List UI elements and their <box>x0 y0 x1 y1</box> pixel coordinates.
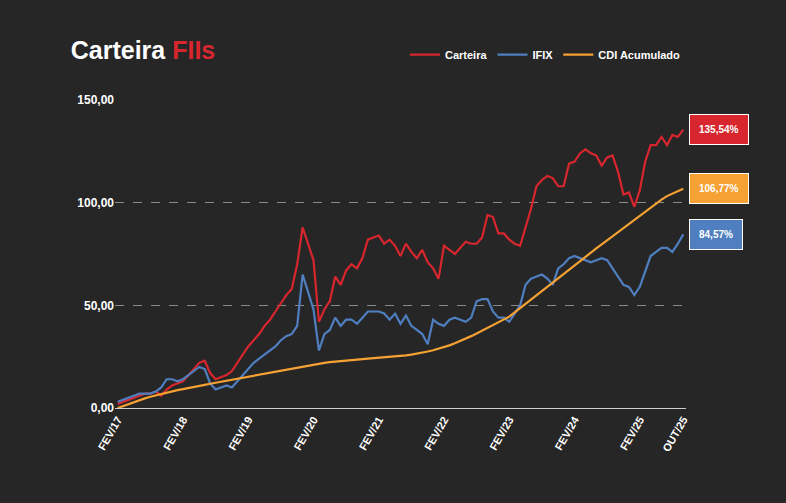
svg-text:FEV/18: FEV/18 <box>161 414 190 452</box>
svg-text:106,77%: 106,77% <box>699 183 739 194</box>
svg-text:FEV/22: FEV/22 <box>422 414 451 452</box>
svg-text:Carteira: Carteira <box>445 49 487 61</box>
svg-text:FEV/25: FEV/25 <box>618 414 647 452</box>
svg-text:FEV/19: FEV/19 <box>226 414 255 452</box>
svg-text:IFIX: IFIX <box>532 49 553 61</box>
svg-text:50,00: 50,00 <box>84 299 114 313</box>
svg-text:FEV/17: FEV/17 <box>95 414 124 452</box>
svg-text:OUT/25: OUT/25 <box>660 414 690 453</box>
svg-text:84,57%: 84,57% <box>699 229 733 240</box>
svg-text:0,00: 0,00 <box>91 401 115 415</box>
svg-text:150,00: 150,00 <box>77 93 114 107</box>
svg-text:135,54%: 135,54% <box>699 124 739 135</box>
svg-text:FEV/24: FEV/24 <box>552 414 581 453</box>
svg-text:CDI Acumulado: CDI Acumulado <box>598 49 680 61</box>
svg-text:FEV/21: FEV/21 <box>357 414 386 452</box>
svg-text:100,00: 100,00 <box>77 196 114 210</box>
svg-text:Carteira FIIs: Carteira FIIs <box>71 36 216 64</box>
svg-text:FEV/20: FEV/20 <box>291 414 320 452</box>
svg-text:FEV/23: FEV/23 <box>487 414 516 452</box>
